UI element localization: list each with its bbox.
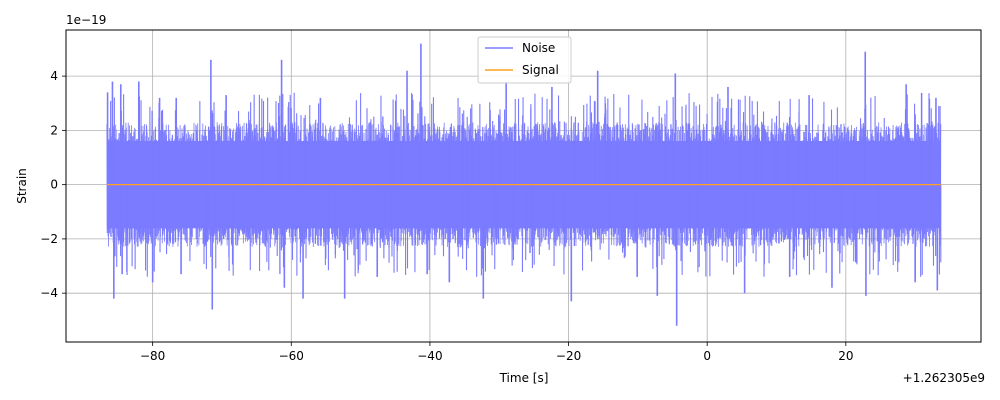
x-offset-label: +1.262305e9 bbox=[903, 371, 985, 385]
legend-noise-label: Noise bbox=[522, 41, 555, 55]
y-axis-label: Strain bbox=[15, 168, 29, 204]
x-axis-label: Time [s] bbox=[499, 371, 549, 385]
series-layer bbox=[106, 43, 942, 326]
x-tick-label: −20 bbox=[556, 349, 581, 363]
plot-frame bbox=[65, 29, 982, 343]
y-scale-label: 1e−19 bbox=[66, 13, 106, 27]
x-tick-label: 20 bbox=[838, 349, 853, 363]
legend-signal-label: Signal bbox=[522, 63, 559, 77]
x-tick-label: −60 bbox=[279, 349, 304, 363]
x-tick-label: −40 bbox=[417, 349, 442, 363]
legend: Noise Signal bbox=[477, 36, 572, 84]
y-tick-label: 2 bbox=[50, 123, 58, 137]
x-tick-label: 0 bbox=[703, 349, 711, 363]
x-tick-label: −80 bbox=[140, 349, 165, 363]
y-tick-label: 4 bbox=[50, 69, 58, 83]
y-tick-label: 0 bbox=[50, 178, 58, 192]
y-tick-label: −2 bbox=[40, 232, 58, 246]
y-tick-label: −4 bbox=[40, 286, 58, 300]
